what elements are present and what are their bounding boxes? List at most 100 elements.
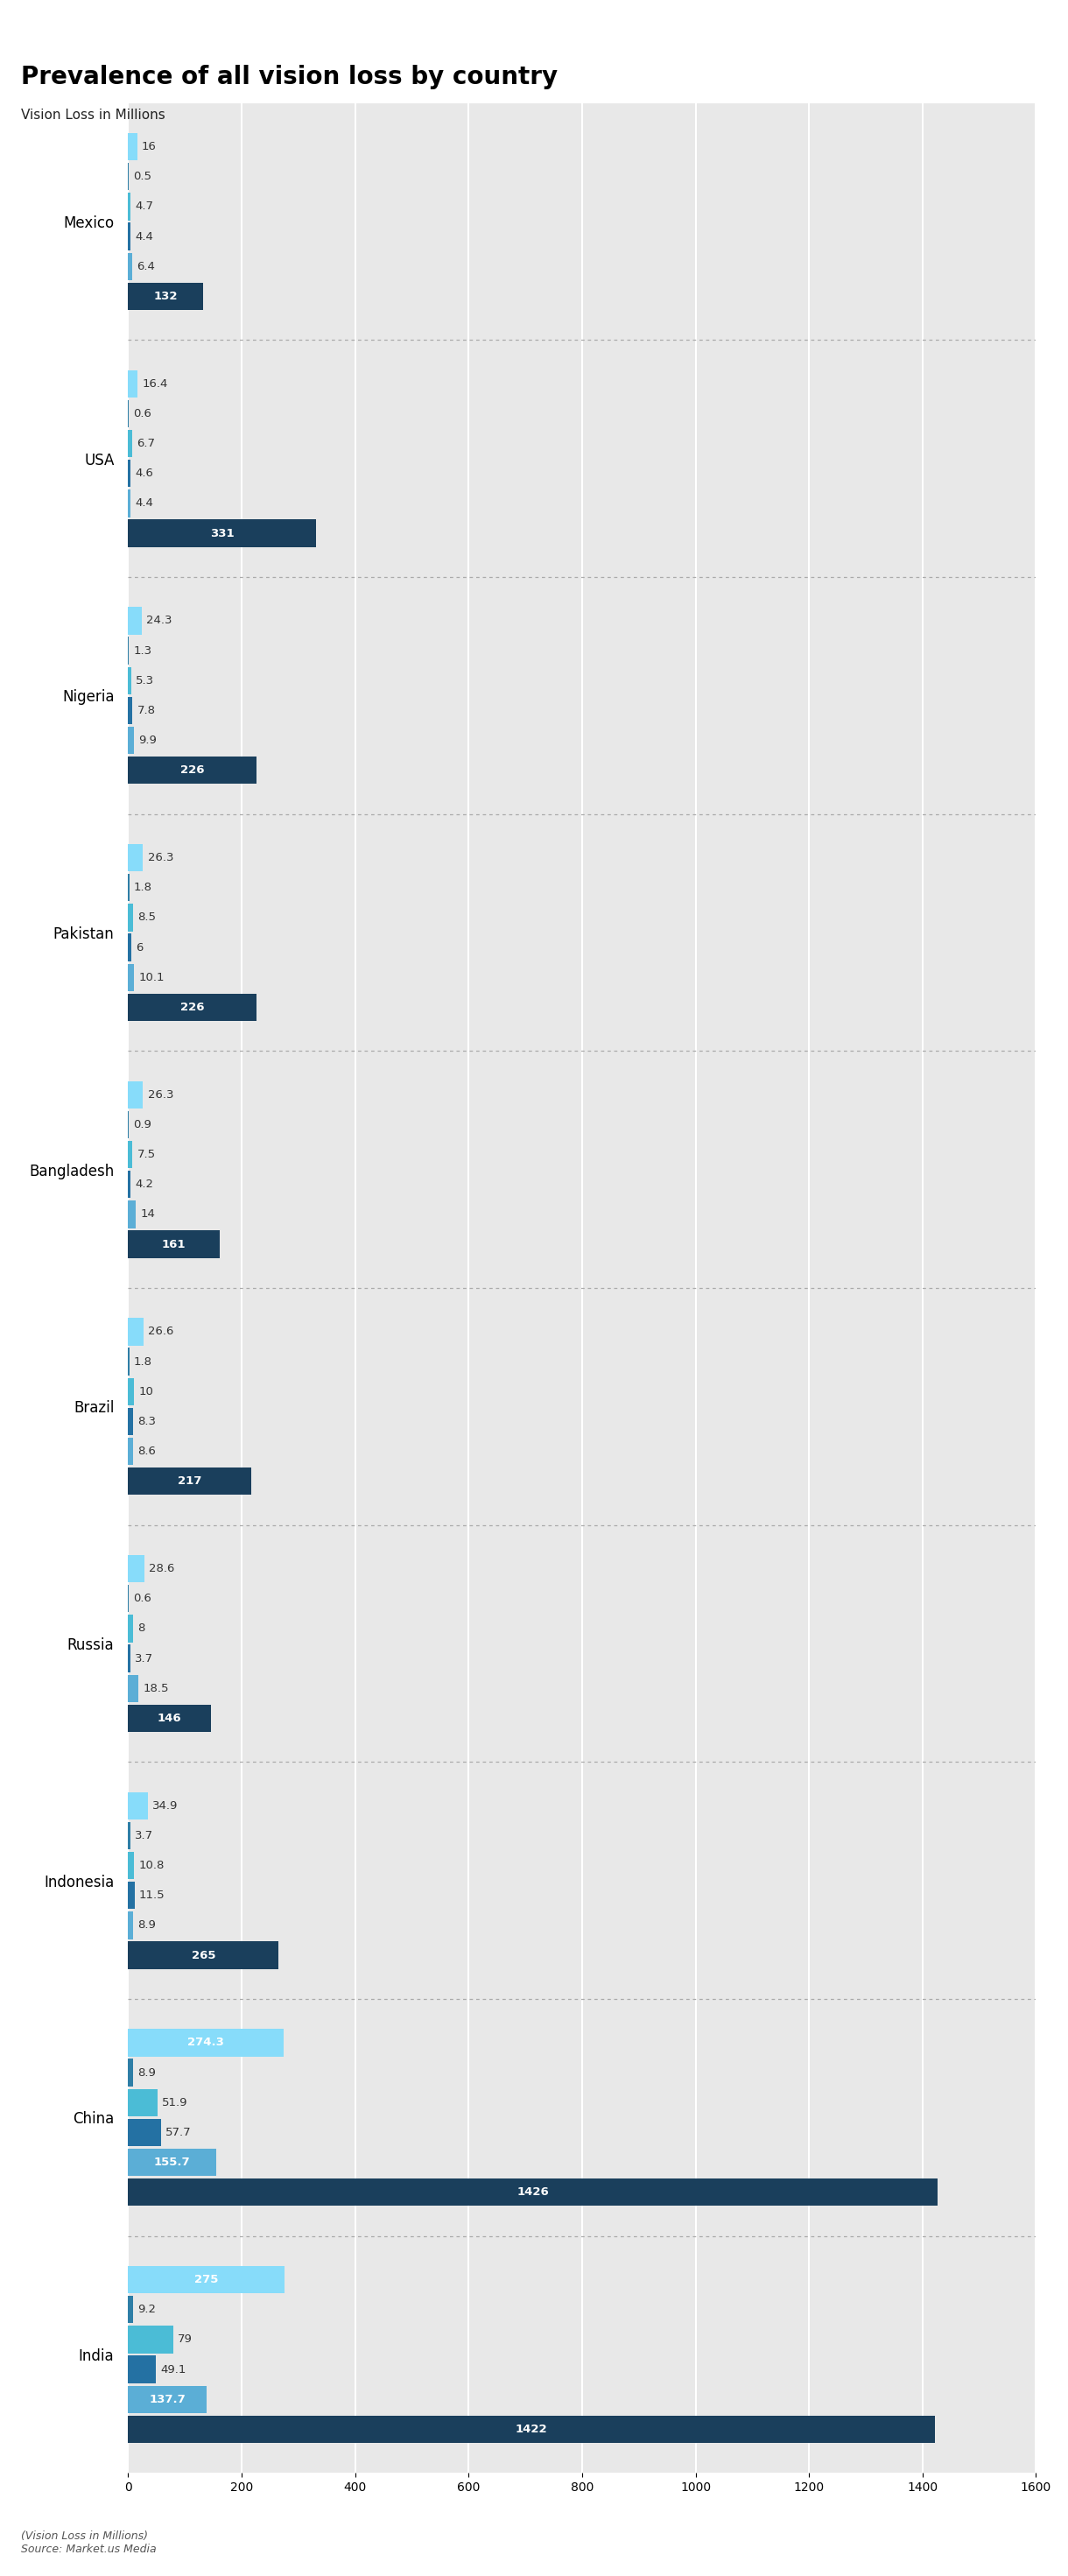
- Text: 8.6: 8.6: [138, 1445, 156, 1458]
- Text: 6: 6: [136, 943, 143, 953]
- Text: (Vision Loss in Millions)
Source: Market.us Media: (Vision Loss in Millions) Source: Market…: [21, 2530, 157, 2555]
- Bar: [128, 1821, 130, 1850]
- Text: 1.8: 1.8: [134, 881, 152, 894]
- Bar: [128, 2089, 158, 2117]
- Text: 8.5: 8.5: [138, 912, 156, 922]
- Text: 51.9: 51.9: [162, 2097, 188, 2107]
- Text: 4.7: 4.7: [136, 201, 154, 211]
- Bar: [128, 134, 137, 160]
- Text: 3.7: 3.7: [135, 1829, 154, 1842]
- Bar: [128, 1468, 251, 1494]
- Bar: [128, 1556, 144, 1582]
- Text: 217: 217: [177, 1476, 202, 1486]
- Text: 9.2: 9.2: [138, 2303, 156, 2316]
- Text: 0.6: 0.6: [134, 407, 152, 420]
- Bar: [128, 845, 143, 871]
- Bar: [128, 283, 203, 309]
- Bar: [128, 2326, 173, 2354]
- Text: 10.8: 10.8: [139, 1860, 164, 1870]
- Bar: [128, 1880, 135, 1909]
- Text: 10: 10: [139, 1386, 153, 1396]
- Text: 34.9: 34.9: [153, 1801, 178, 1811]
- Text: 10.1: 10.1: [139, 971, 164, 984]
- Bar: [128, 2148, 217, 2177]
- Bar: [128, 1437, 134, 1466]
- Bar: [128, 459, 130, 487]
- Text: 161: 161: [161, 1239, 186, 1249]
- Bar: [128, 222, 130, 250]
- Text: 155.7: 155.7: [154, 2156, 190, 2169]
- Bar: [128, 1378, 134, 1406]
- Text: 4.2: 4.2: [135, 1180, 154, 1190]
- Bar: [128, 933, 131, 961]
- Bar: [128, 2058, 134, 2087]
- Text: 9.9: 9.9: [139, 734, 157, 747]
- Text: Prevalence of all vision loss by country: Prevalence of all vision loss by country: [21, 64, 559, 90]
- Text: 132: 132: [154, 291, 177, 301]
- Text: 49.1: 49.1: [160, 2365, 186, 2375]
- Text: 137.7: 137.7: [148, 2393, 186, 2406]
- Text: 16: 16: [142, 142, 157, 152]
- Bar: [128, 757, 256, 783]
- Text: 6.7: 6.7: [137, 438, 155, 448]
- Text: 4.4: 4.4: [136, 232, 154, 242]
- Text: 0.6: 0.6: [134, 1592, 152, 1605]
- Bar: [128, 1911, 134, 1940]
- Bar: [128, 2117, 161, 2146]
- Bar: [128, 430, 132, 459]
- Text: 226: 226: [180, 1002, 204, 1012]
- Bar: [128, 1643, 130, 1672]
- Text: 26.6: 26.6: [147, 1327, 173, 1337]
- Bar: [128, 1319, 143, 1345]
- Text: 11.5: 11.5: [139, 1891, 166, 1901]
- Text: 8.9: 8.9: [138, 2066, 156, 2079]
- Text: 0.5: 0.5: [134, 170, 152, 183]
- Bar: [128, 2416, 934, 2442]
- Text: 3.7: 3.7: [135, 1654, 154, 1664]
- Bar: [128, 2354, 156, 2383]
- Bar: [128, 2267, 284, 2293]
- Text: 7.8: 7.8: [137, 706, 156, 716]
- Bar: [128, 252, 131, 281]
- Bar: [128, 1674, 139, 1703]
- Text: 8.9: 8.9: [138, 1919, 156, 1932]
- Bar: [128, 2385, 206, 2414]
- Bar: [128, 1406, 132, 1435]
- Text: 6.4: 6.4: [137, 260, 155, 273]
- Bar: [128, 726, 134, 755]
- Text: 8: 8: [137, 1623, 144, 1633]
- Text: 1.3: 1.3: [134, 644, 152, 657]
- Bar: [128, 1942, 279, 1968]
- Text: 26.3: 26.3: [147, 853, 173, 863]
- Text: 1426: 1426: [517, 2187, 549, 2197]
- Text: 28.6: 28.6: [148, 1564, 175, 1574]
- Bar: [128, 489, 130, 518]
- Bar: [128, 667, 131, 696]
- Bar: [128, 1170, 130, 1198]
- Text: 24.3: 24.3: [146, 616, 172, 626]
- Text: 275: 275: [194, 2275, 218, 2285]
- Text: 0.9: 0.9: [134, 1118, 152, 1131]
- Text: 14: 14: [141, 1208, 156, 1221]
- Bar: [128, 1852, 135, 1880]
- Text: 16.4: 16.4: [142, 379, 168, 389]
- Bar: [128, 1793, 148, 1819]
- Bar: [128, 963, 134, 992]
- Text: 8.3: 8.3: [138, 1417, 156, 1427]
- Text: 79: 79: [177, 2334, 192, 2344]
- Text: 57.7: 57.7: [166, 2128, 191, 2138]
- Text: 331: 331: [210, 528, 234, 538]
- Text: Vision Loss in Millions: Vision Loss in Millions: [21, 108, 166, 121]
- Text: 146: 146: [157, 1713, 182, 1723]
- Bar: [128, 193, 130, 222]
- Text: 4.4: 4.4: [136, 497, 154, 510]
- Bar: [128, 904, 134, 933]
- Bar: [128, 696, 132, 724]
- Bar: [128, 1705, 211, 1731]
- Bar: [128, 1615, 132, 1643]
- Bar: [128, 994, 256, 1020]
- Bar: [128, 2030, 284, 2056]
- Bar: [128, 1231, 220, 1257]
- Text: 274.3: 274.3: [188, 2038, 224, 2048]
- Text: 226: 226: [180, 765, 204, 775]
